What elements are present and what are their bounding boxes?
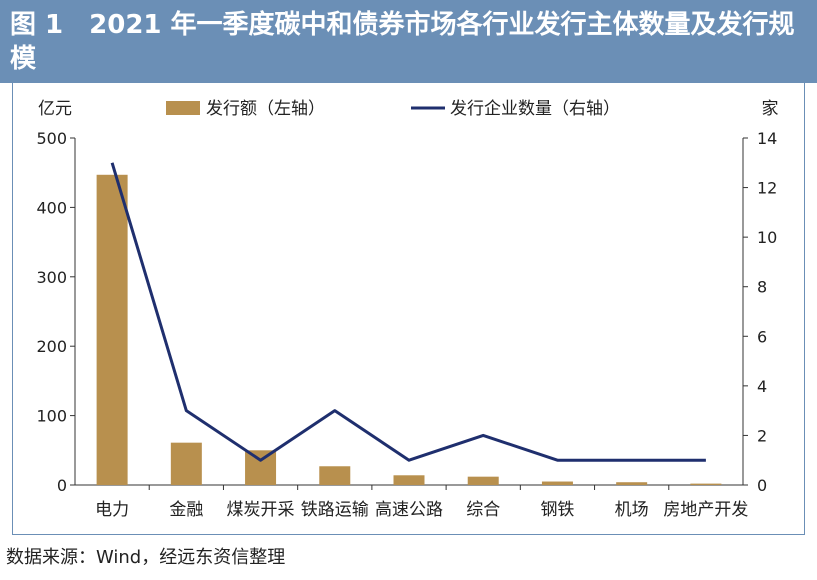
title-bar: 图 1 2021 年一季度碳中和债券市场各行业发行主体数量及发行规模 [0, 0, 817, 83]
legend-bar-swatch [166, 101, 200, 115]
left-tick-label: 200 [36, 337, 67, 356]
x-tick-label: 电力 [95, 500, 129, 520]
right-tick-label: 14 [757, 129, 777, 148]
left-tick-label: 0 [57, 476, 67, 495]
bar [467, 476, 499, 485]
left-tick-label: 100 [36, 407, 67, 426]
bar [541, 481, 573, 485]
bar [319, 466, 351, 485]
right-axis-label: 家 [762, 99, 779, 119]
x-tick-label: 金融 [169, 500, 203, 520]
bar [245, 450, 277, 485]
legend-bar-label: 发行额（左轴） [206, 99, 325, 119]
left-axis-label: 亿元 [38, 99, 72, 119]
x-tick-label: 钢铁 [540, 500, 574, 520]
bar-series [96, 174, 722, 486]
x-tick-label: 综合 [466, 500, 500, 520]
bar [393, 475, 425, 485]
x-tick-label: 铁路运输 [301, 500, 369, 520]
left-tick-label: 300 [36, 268, 67, 287]
bar [96, 174, 128, 486]
chart-frame [12, 83, 805, 535]
x-tick-label: 高速公路 [375, 500, 443, 520]
right-tick-label: 4 [757, 377, 767, 396]
right-tick-label: 10 [757, 228, 777, 247]
right-tick-label: 8 [757, 278, 767, 297]
right-tick-label: 12 [757, 179, 777, 198]
line-series [110, 162, 706, 462]
bar [616, 482, 648, 485]
legend: 发行额（左轴） 发行企业数量（右轴） [166, 99, 620, 119]
axes: 0 100 200 300 400 500 0 2 4 6 8 10 12 14 亿元 家电力 金融 煤炭开采 铁路… [36, 99, 778, 520]
x-tick-label: 机场 [615, 500, 649, 520]
x-tick-label: 房地产开发 [663, 500, 748, 520]
source-note: 数据来源：Wind，经远东资信整理 [6, 547, 286, 568]
left-tick-label: 500 [36, 129, 67, 148]
right-tick-label: 2 [757, 426, 767, 445]
chart-title: 图 1 2021 年一季度碳中和债券市场各行业发行主体数量及发行规模 [10, 10, 795, 74]
x-tick-label: 煤炭开采 [227, 500, 295, 520]
right-tick-label: 6 [757, 327, 767, 346]
right-tick-label: 0 [757, 476, 767, 495]
legend-line-label: 发行企业数量（右轴） [450, 99, 620, 119]
bar [170, 442, 202, 485]
line-path [110, 162, 706, 462]
left-tick-label: 400 [36, 198, 67, 217]
bar [690, 483, 722, 485]
